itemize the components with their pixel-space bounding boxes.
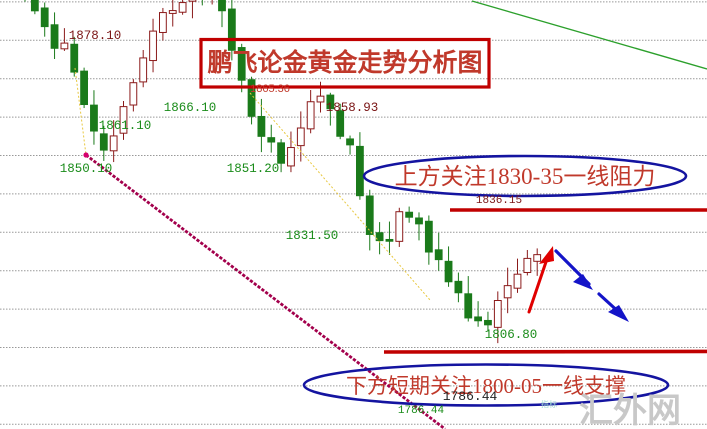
svg-text:1878.10: 1878.10 [69, 29, 122, 43]
svg-text:1858.93: 1858.93 [326, 101, 379, 115]
svg-text:上方关注1830-35一线阻力: 上方关注1830-35一线阻力 [395, 164, 656, 189]
svg-text:1861.10: 1861.10 [99, 119, 152, 133]
svg-text:1866.10: 1866.10 [164, 101, 217, 115]
svg-text:1786.44: 1786.44 [443, 389, 498, 404]
svg-text:1786.44: 1786.44 [398, 405, 445, 417]
svg-text:鹏飞论金黄金走势分析图: 鹏飞论金黄金走势分析图 [207, 48, 482, 77]
svg-text:1865.36: 1865.36 [250, 83, 290, 95]
svg-text:1806.80: 1806.80 [485, 328, 538, 342]
svg-text:1831.50: 1831.50 [286, 229, 339, 243]
svg-text:指标: 指标 [541, 399, 557, 409]
svg-text:1851.20: 1851.20 [227, 162, 280, 176]
svg-text:汇外网: 汇外网 [579, 392, 681, 429]
svg-text:1850.10: 1850.10 [60, 162, 113, 176]
svg-text:1836.15: 1836.15 [476, 195, 522, 207]
